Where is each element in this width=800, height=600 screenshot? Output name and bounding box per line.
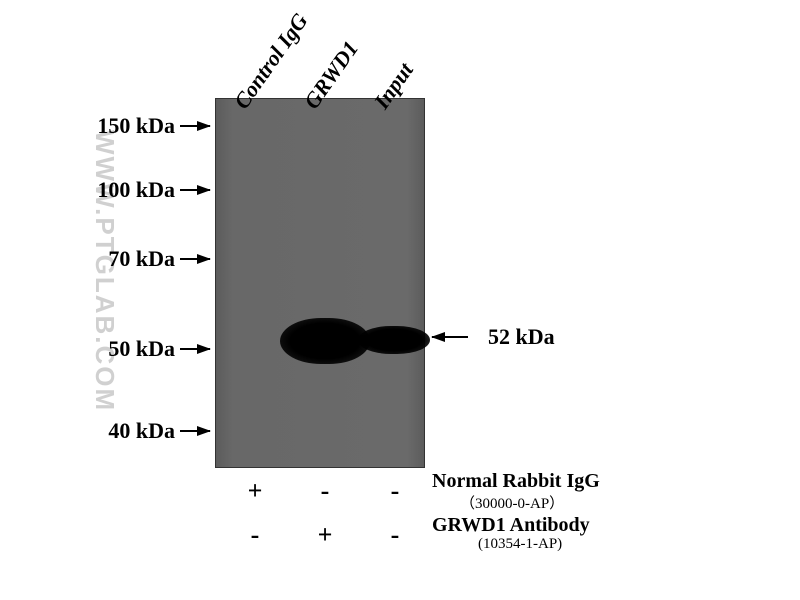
pm-cell-r0-c0: + xyxy=(240,476,270,506)
mw-arrow-4 xyxy=(180,430,210,432)
blot-film xyxy=(215,98,425,468)
western-blot-figure: WWW.PTGLAB.COM 150 kDa100 kDa70 kDa50 kD… xyxy=(0,0,800,600)
mw-label-2: 70 kDa xyxy=(108,246,175,272)
pm-cell-r1-c1: + xyxy=(310,520,340,550)
pm-cell-r0-c1: - xyxy=(310,476,340,506)
mw-arrow-2 xyxy=(180,258,210,260)
mw-arrow-0 xyxy=(180,125,210,127)
detected-band-arrow xyxy=(432,336,468,338)
mw-label-4: 40 kDa xyxy=(108,418,175,444)
antibody-catalog-0: （30000-0-AP） xyxy=(460,492,564,513)
antibody-catalog-1: (10354-1-AP) xyxy=(478,536,562,553)
antibody-label-1: GRWD1 Antibody xyxy=(432,514,590,537)
mw-label-1: 100 kDa xyxy=(97,177,175,203)
antibody-label-0: Normal Rabbit IgG xyxy=(432,470,600,493)
detected-band-label: 52 kDa xyxy=(488,324,555,350)
band-0 xyxy=(280,318,370,364)
mw-arrow-1 xyxy=(180,189,210,191)
mw-label-0: 150 kDa xyxy=(97,113,175,139)
mw-arrow-3 xyxy=(180,348,210,350)
pm-cell-r0-c2: - xyxy=(380,476,410,506)
band-1 xyxy=(358,326,430,354)
mw-label-3: 50 kDa xyxy=(108,336,175,362)
pm-cell-r1-c0: - xyxy=(240,520,270,550)
pm-cell-r1-c2: - xyxy=(380,520,410,550)
